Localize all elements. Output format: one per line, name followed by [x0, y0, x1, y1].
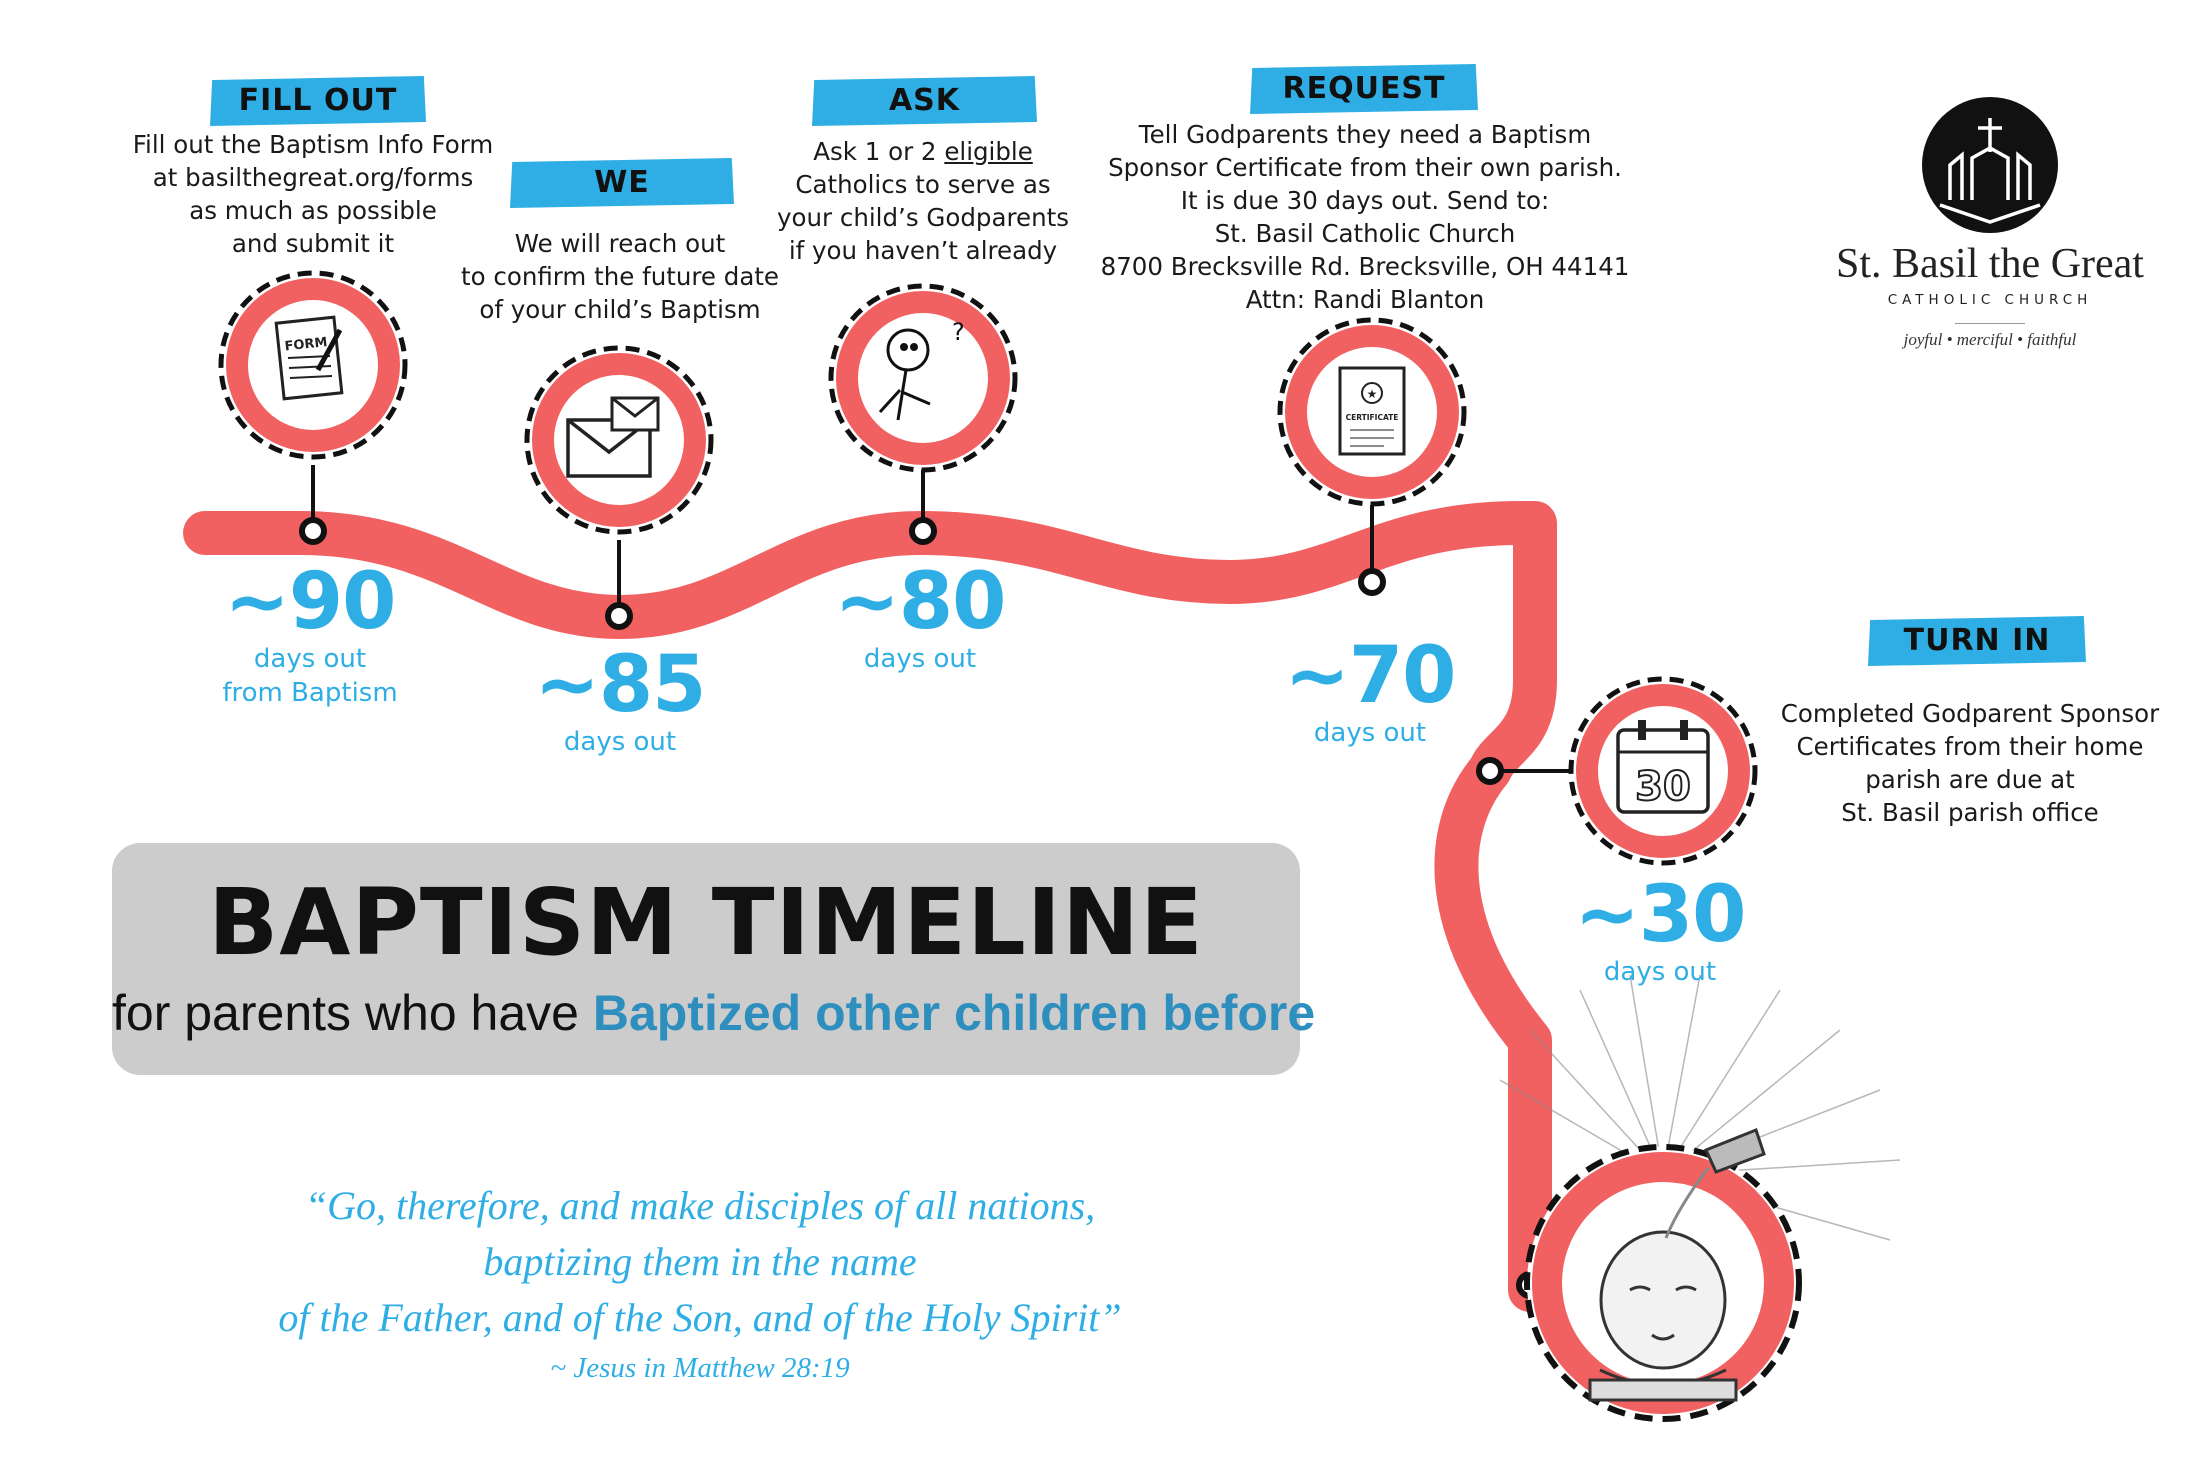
days-number-85: ~85	[534, 640, 707, 730]
step-text-fill-out: Fill out the Baptism Info Form at basilt…	[113, 128, 513, 260]
step-text-line: of your child’s Baptism	[479, 295, 761, 324]
step-text-line: Completed Godparent Sponsor	[1780, 699, 2160, 728]
step-text-line: Catholics to serve as	[795, 170, 1051, 199]
logo-name: St. Basil the Great	[1836, 241, 2144, 287]
step-text-line: Ask 1 or 2 eligible	[813, 137, 1033, 166]
eligible-emphasis: eligible	[944, 137, 1033, 166]
road-dot-2	[605, 602, 633, 630]
days-number-70: ~70	[1284, 631, 1457, 721]
form-icon: FORM	[274, 315, 344, 401]
road-dot-4	[1358, 568, 1386, 596]
step-text-line: Fill out the Baptism Info Form	[132, 130, 494, 159]
days-label-line: days out	[563, 727, 677, 757]
step-text-line: and submit it	[231, 229, 395, 258]
days-label-line: days out	[1313, 718, 1427, 748]
days-label-30: days out	[1540, 955, 1780, 989]
step-text-turn-in: Completed Godparent Sponsor Certificates…	[1770, 697, 2170, 829]
step-text-line: Certificates from their home	[1796, 732, 2144, 761]
banner-ask: ASK	[812, 76, 1037, 126]
step-text-line: St. Basil Catholic Church	[1214, 219, 1516, 248]
logo-subtitle: CATHOLIC CHURCH	[1887, 292, 2093, 308]
step-text-line: Sponsor Certificate from their own paris…	[1108, 153, 1622, 182]
days-label-80: days out	[800, 642, 1040, 676]
certificate-icon: ★ CERTIFICATE	[1338, 366, 1406, 456]
days-label-90: days out from Baptism	[190, 642, 430, 710]
icon-circle-3: ?	[828, 283, 1018, 473]
step-text-line: St. Basil parish office	[1841, 798, 2099, 827]
page-subtitle: for parents who have Baptized other chil…	[112, 983, 1315, 1043]
days-number-30: ~30	[1574, 870, 1747, 960]
step-text-line: We will reach out	[514, 229, 726, 258]
banner-we-respond: WE RESPOND	[510, 158, 734, 208]
icon-circle-5: 30	[1568, 676, 1758, 866]
days-number-80: ~80	[834, 557, 1007, 647]
step-text-we-respond: We will reach out to confirm the future …	[450, 227, 790, 326]
title-box: BAPTISM TIMELINE for parents who have Ba…	[112, 843, 1315, 1075]
calendar-icon: 30	[1616, 720, 1710, 814]
logo-divider	[1955, 323, 2025, 324]
days-label-line: from Baptism	[222, 678, 398, 708]
step-text-line: at basilthegreat.org/forms	[152, 163, 474, 192]
svg-text:FORM: FORM	[284, 335, 328, 354]
quote-line: of the Father, and of the Son, and of th…	[278, 1295, 1122, 1340]
scripture-quote: “Go, therefore, and make disciples of al…	[150, 1178, 1250, 1346]
road-dot-5	[1476, 757, 1504, 785]
step-text-line: It is due 30 days out. Send to:	[1180, 186, 1550, 215]
logo-tagline: joyful • merciful • faithful	[1903, 330, 2077, 349]
banner-request: REQUEST	[1250, 64, 1478, 114]
icon-circle-1: FORM	[218, 270, 408, 460]
road-dot-3	[909, 517, 937, 545]
svg-text:?: ?	[952, 318, 965, 346]
step-text-line: Tell Godparents they need a Baptism	[1138, 120, 1592, 149]
subtitle-prefix: for parents who have	[112, 985, 593, 1041]
banner-turn-in: TURN IN	[1868, 616, 2086, 666]
step-text-line: to confirm the future date	[460, 262, 780, 291]
step-text-line: your child’s Godparents	[777, 203, 1069, 232]
step-text-request: Tell Godparents they need a Baptism Spon…	[1095, 118, 1635, 316]
days-label-70: days out	[1250, 716, 1490, 750]
step-text-line: 8700 Brecksville Rd. Brecksville, OH 441…	[1100, 252, 1630, 281]
days-label-line: days out	[863, 644, 977, 674]
svg-text:CERTIFICATE: CERTIFICATE	[1346, 413, 1399, 422]
icon-circle-4: ★ CERTIFICATE	[1277, 317, 1467, 507]
step-text-line: Attn: Randi Blanton	[1245, 285, 1485, 314]
icon-circle-final	[1524, 1128, 1802, 1422]
step-text-ask: Ask 1 or 2 eligible Catholics to serve a…	[753, 135, 1093, 267]
days-number-90: ~90	[224, 557, 397, 647]
days-label-line: days out	[1603, 957, 1717, 987]
church-cross-icon	[1922, 97, 2058, 233]
baptized-baby-icon	[1588, 1128, 1766, 1402]
thinking-person-icon: ?	[878, 318, 965, 421]
road-dot-1	[299, 517, 327, 545]
banner-fill-out: FILL OUT	[210, 76, 426, 126]
quote-line: “Go, therefore, and make disciples of al…	[304, 1183, 1096, 1228]
page-title: BAPTISM TIMELINE	[208, 869, 1204, 976]
days-label-line: days out	[253, 644, 367, 674]
envelope-icon	[566, 396, 660, 478]
days-label-85: days out	[500, 725, 740, 759]
svg-text:★: ★	[1367, 387, 1378, 401]
quote-citation: ~ Jesus in Matthew 28:19	[550, 1352, 850, 1384]
step-text-line: if you haven’t already	[788, 236, 1058, 265]
svg-text:30: 30	[1635, 764, 1691, 810]
icon-circle-2	[524, 345, 714, 535]
step-text-line: parish are due at	[1865, 765, 2075, 794]
step-text-line: as much as possible	[189, 196, 437, 225]
subtitle-highlight: Baptized other children before	[592, 985, 1316, 1041]
quote-line: baptizing them in the name	[483, 1239, 917, 1284]
